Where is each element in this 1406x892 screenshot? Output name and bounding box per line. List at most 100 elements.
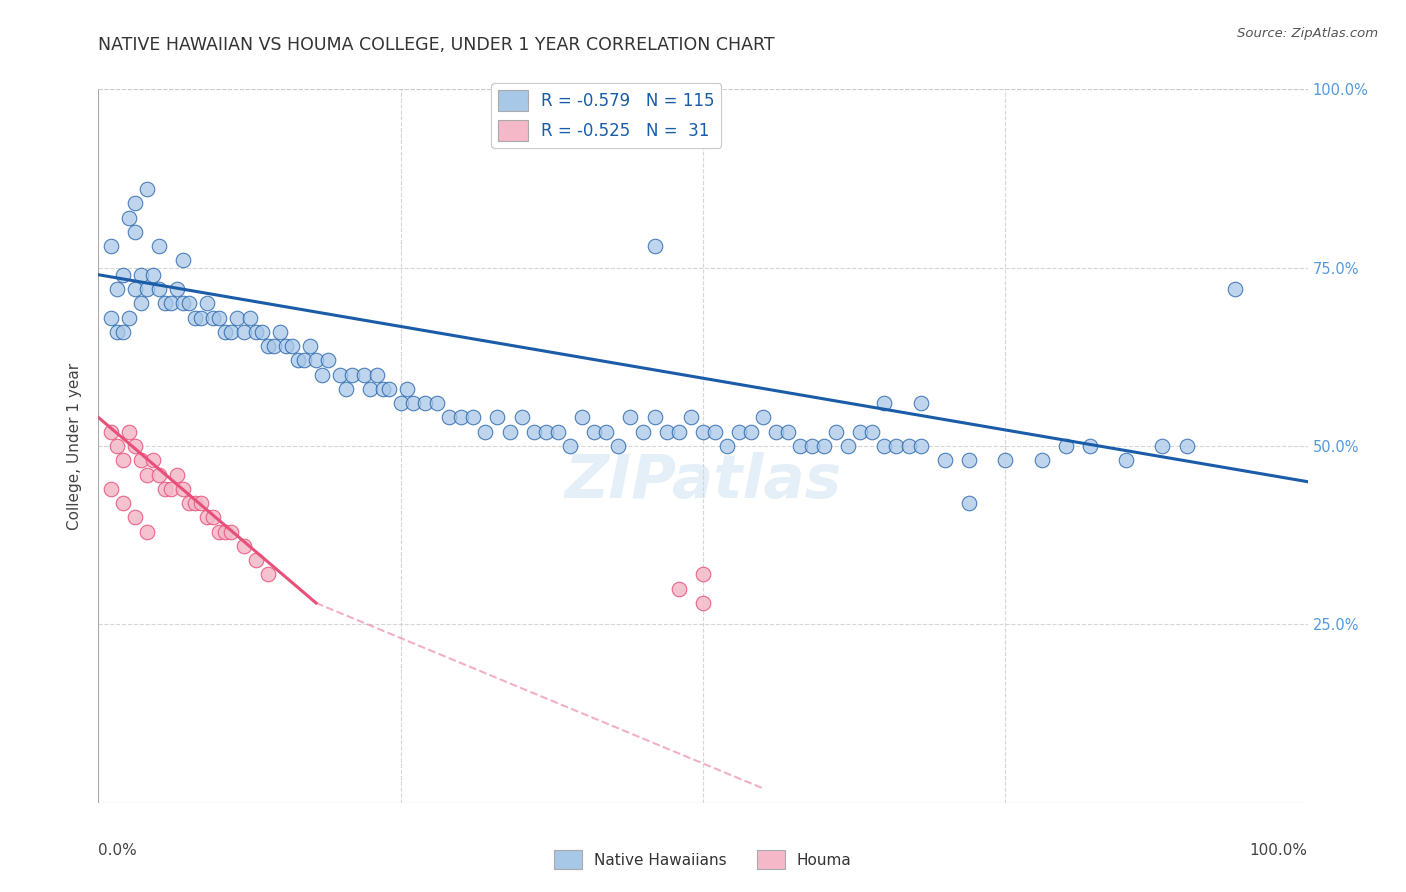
Point	[740, 425, 762, 439]
Point	[1175, 439, 1198, 453]
Point	[292, 353, 315, 368]
Point	[547, 425, 569, 439]
Point	[523, 425, 546, 439]
Point	[366, 368, 388, 382]
Point	[190, 496, 212, 510]
Point	[172, 253, 194, 268]
Point	[371, 382, 394, 396]
Point	[105, 282, 128, 296]
Point	[311, 368, 333, 382]
Point	[1115, 453, 1137, 467]
Point	[607, 439, 630, 453]
Point	[221, 325, 243, 339]
Point	[281, 339, 304, 353]
Point	[202, 510, 225, 524]
Point	[239, 310, 262, 325]
Point	[413, 396, 436, 410]
Point	[245, 553, 267, 567]
Point	[595, 425, 617, 439]
Y-axis label: College, Under 1 year: College, Under 1 year	[67, 362, 83, 530]
Point	[263, 339, 285, 353]
Point	[129, 268, 152, 282]
Point	[299, 339, 322, 353]
Point	[631, 425, 654, 439]
Point	[910, 396, 932, 410]
Point	[619, 410, 641, 425]
Point	[957, 496, 980, 510]
Point	[789, 439, 811, 453]
Point	[124, 196, 146, 211]
Point	[776, 425, 799, 439]
Point	[153, 296, 176, 310]
Point	[232, 325, 254, 339]
Point	[129, 296, 152, 310]
Point	[226, 310, 249, 325]
Point	[111, 268, 134, 282]
Point	[232, 539, 254, 553]
Point	[402, 396, 425, 410]
Text: ZIPatlas: ZIPatlas	[564, 452, 842, 511]
Point	[813, 439, 835, 453]
Point	[1223, 282, 1246, 296]
Point	[752, 410, 775, 425]
Point	[644, 239, 666, 253]
Point	[256, 567, 278, 582]
Point	[100, 425, 122, 439]
Point	[221, 524, 243, 539]
Point	[148, 282, 170, 296]
Point	[655, 425, 678, 439]
Point	[172, 296, 194, 310]
Point	[179, 296, 201, 310]
Point	[111, 453, 134, 467]
Point	[190, 310, 212, 325]
Point	[184, 496, 207, 510]
Point	[426, 396, 449, 410]
Point	[571, 410, 593, 425]
Point	[124, 510, 146, 524]
Point	[160, 482, 183, 496]
Point	[100, 482, 122, 496]
Point	[100, 239, 122, 253]
Point	[957, 453, 980, 467]
Point	[118, 425, 141, 439]
Point	[825, 425, 848, 439]
Point	[129, 453, 152, 467]
Point	[395, 382, 418, 396]
Point	[1031, 453, 1053, 467]
Point	[994, 453, 1017, 467]
Point	[111, 325, 134, 339]
Point	[692, 425, 714, 439]
Legend: Native Hawaiians, Houma: Native Hawaiians, Houma	[548, 844, 858, 875]
Point	[692, 596, 714, 610]
Point	[208, 310, 231, 325]
Point	[860, 425, 883, 439]
Point	[910, 439, 932, 453]
Point	[124, 225, 146, 239]
Point	[800, 439, 823, 453]
Point	[1078, 439, 1101, 453]
Point	[142, 453, 165, 467]
Point	[583, 425, 606, 439]
Point	[287, 353, 309, 368]
Point	[873, 439, 896, 453]
Point	[360, 382, 382, 396]
Text: NATIVE HAWAIIAN VS HOUMA COLLEGE, UNDER 1 YEAR CORRELATION CHART: NATIVE HAWAIIAN VS HOUMA COLLEGE, UNDER …	[98, 36, 775, 54]
Point	[837, 439, 859, 453]
Point	[148, 467, 170, 482]
Point	[474, 425, 496, 439]
Point	[166, 282, 188, 296]
Point	[208, 524, 231, 539]
Point	[269, 325, 291, 339]
Point	[1152, 439, 1174, 453]
Point	[153, 482, 176, 496]
Point	[668, 582, 690, 596]
Point	[166, 467, 188, 482]
Point	[316, 353, 339, 368]
Point	[118, 310, 141, 325]
Point	[335, 382, 357, 396]
Point	[250, 325, 273, 339]
Point	[111, 496, 134, 510]
Point	[437, 410, 460, 425]
Point	[510, 410, 533, 425]
Point	[498, 425, 520, 439]
